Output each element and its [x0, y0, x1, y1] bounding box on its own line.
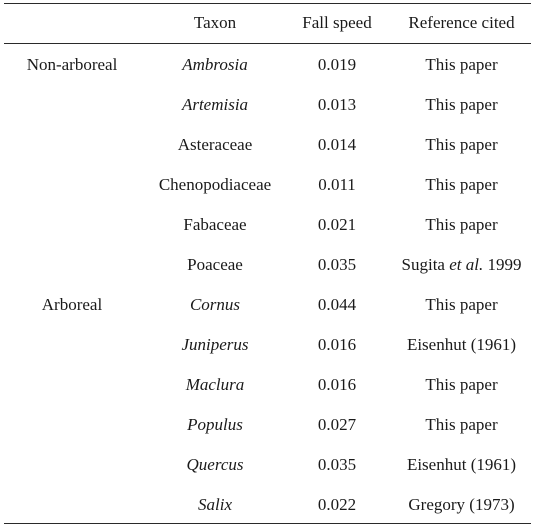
- group-cell: [4, 85, 140, 125]
- header-group: [4, 3, 140, 43]
- taxon-cell: Salix: [198, 495, 232, 514]
- reference-cell: Sugita et al. 1999: [384, 245, 538, 285]
- group-cell: [4, 445, 140, 485]
- reference-cell: Eisenhut (1961): [384, 445, 538, 485]
- reference-text: This paper: [425, 415, 498, 434]
- reference-text: This paper: [425, 135, 498, 154]
- group-cell: [4, 205, 140, 245]
- fall-speed-cell: 0.016: [317, 375, 357, 394]
- group-cell: [4, 125, 140, 165]
- header-fall-speed: Fall speed: [302, 13, 372, 32]
- reference-cell: This paper: [384, 205, 538, 245]
- taxon-cell: Quercus: [186, 455, 244, 474]
- taxon-cell: Ambrosia: [182, 55, 248, 74]
- fall-speed-cell: 0.021: [317, 215, 357, 234]
- reference-et-al: et al.: [449, 255, 484, 274]
- reference-year: 1999: [483, 255, 522, 274]
- fall-speed-cell: 0.027: [317, 415, 357, 434]
- header-rule: [4, 43, 531, 44]
- reference-text: This paper: [425, 215, 498, 234]
- group-cell: [4, 485, 140, 525]
- fall-speed-cell: 0.035: [317, 455, 357, 474]
- group-cell: [4, 365, 140, 405]
- table-row: Populus 0.027 This paper: [4, 405, 531, 445]
- reference-cell: Gregory (1973): [384, 485, 538, 525]
- group-cell: Non-arboreal: [26, 55, 118, 74]
- header-row: Taxon Fall speed Reference cited: [4, 3, 531, 43]
- header-taxon: Taxon: [193, 13, 237, 32]
- taxon-cell: Juniperus: [181, 335, 249, 354]
- reference-text: Eisenhut (1961): [406, 335, 517, 354]
- fall-speed-cell: 0.022: [317, 495, 357, 514]
- taxon-cell: Maclura: [185, 375, 245, 394]
- taxon-cell: Artemisia: [181, 95, 249, 114]
- reference-cell: This paper: [384, 285, 538, 325]
- reference-cell: This paper: [384, 125, 538, 165]
- table-row: Asteraceae 0.014 This paper: [4, 125, 531, 165]
- reference-text: This paper: [425, 55, 498, 74]
- reference-cell: This paper: [384, 45, 538, 85]
- top-rule: [4, 3, 531, 4]
- group-cell: [4, 165, 140, 205]
- fall-speed-cell: 0.016: [317, 335, 357, 354]
- taxon-cell: Populus: [187, 415, 243, 434]
- reference-text: This paper: [425, 175, 498, 194]
- reference-text: Eisenhut (1961): [406, 455, 517, 474]
- fall-speed-cell: 0.035: [317, 255, 357, 274]
- fall-speed-cell: 0.014: [317, 135, 357, 154]
- reference-cell: This paper: [384, 405, 538, 445]
- reference-cell: This paper: [384, 365, 538, 405]
- taxon-cell: Asteraceae: [177, 135, 253, 154]
- group-cell: [4, 405, 140, 445]
- reference-text: This paper: [425, 95, 498, 114]
- group-cell: Arboreal: [41, 295, 103, 314]
- header-reference: Reference cited: [408, 13, 515, 32]
- reference-cell: Eisenhut (1961): [384, 325, 538, 365]
- group-cell: [4, 325, 140, 365]
- taxon-cell: Fabaceae: [183, 215, 247, 234]
- reference-text: This paper: [425, 375, 498, 394]
- reference-text: This paper: [425, 295, 498, 314]
- group-cell: [4, 245, 140, 285]
- table-row: Artemisia 0.013 This paper: [4, 85, 531, 125]
- table-row: Salix 0.022 Gregory (1973): [4, 485, 531, 525]
- reference-cell: This paper: [384, 165, 538, 205]
- table-row: Maclura 0.016 This paper: [4, 365, 531, 405]
- taxon-cell: Poaceae: [187, 255, 243, 274]
- taxon-cell: Chenopodiaceae: [158, 175, 272, 194]
- reference-cell: This paper: [384, 85, 538, 125]
- table-row: Fabaceae 0.021 This paper: [4, 205, 531, 245]
- reference-text: Sugita: [401, 255, 450, 274]
- reference-text: Gregory (1973): [408, 495, 515, 514]
- table-row: Quercus 0.035 Eisenhut (1961): [4, 445, 531, 485]
- fall-speed-cell: 0.044: [317, 295, 357, 314]
- table-row: Arboreal Cornus 0.044 This paper: [4, 285, 531, 325]
- table-row: Juniperus 0.016 Eisenhut (1961): [4, 325, 531, 365]
- fall-speed-cell: 0.013: [317, 95, 357, 114]
- fall-speed-cell: 0.019: [317, 55, 357, 74]
- taxon-cell: Cornus: [189, 295, 241, 314]
- table-row: Non-arboreal Ambrosia 0.019 This paper: [4, 45, 531, 85]
- table-row: Chenopodiaceae 0.011 This paper: [4, 165, 531, 205]
- bottom-rule: [4, 523, 531, 524]
- fall-speed-cell: 0.011: [318, 175, 356, 194]
- table-row: Poaceae 0.035 Sugita et al. 1999: [4, 245, 531, 285]
